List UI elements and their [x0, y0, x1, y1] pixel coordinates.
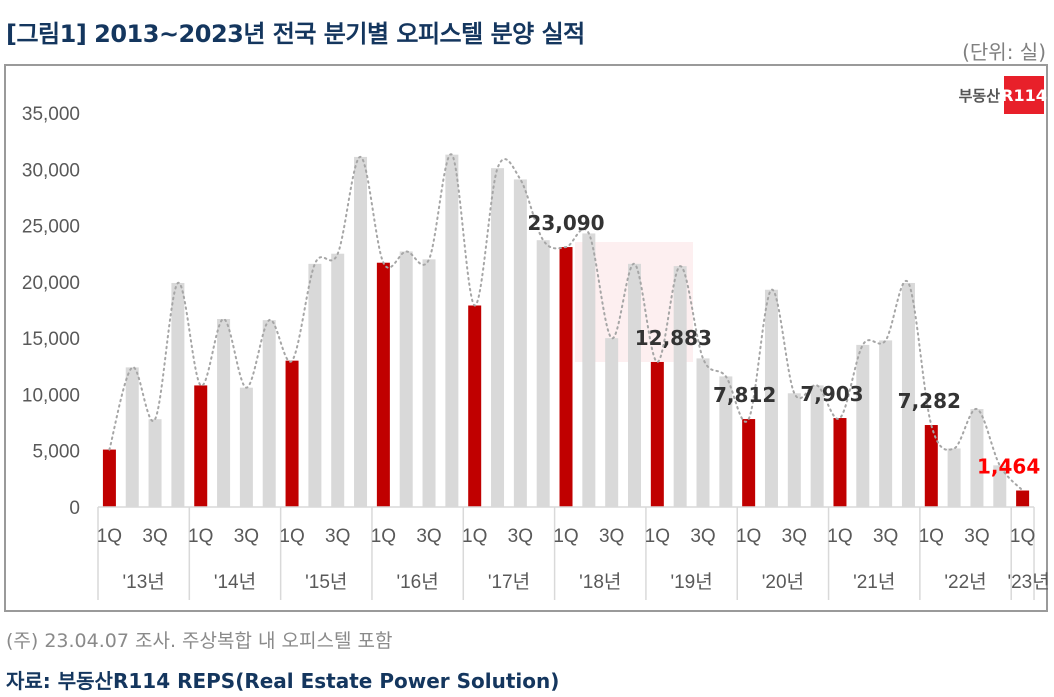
y-tick-label: 25,000	[22, 217, 80, 238]
x-tick-label: 3Q	[416, 526, 441, 547]
bar	[308, 263, 322, 507]
bar	[513, 179, 527, 507]
bar	[947, 448, 961, 507]
x-tick-label: 1Q	[827, 526, 852, 547]
x-tick-label: 3Q	[234, 526, 259, 547]
bar	[719, 376, 733, 507]
chart-title: [그림1] 2013~2023년 전국 분기별 오피스텔 분양 실적	[6, 20, 585, 48]
bar	[125, 367, 139, 507]
data-label: 7,812	[713, 383, 776, 407]
bar	[217, 319, 231, 507]
bar	[901, 282, 915, 507]
y-tick-label: 0	[69, 498, 80, 519]
x-tick-label: 1Q	[97, 526, 122, 547]
x-tick-label: 3Q	[690, 526, 715, 547]
bar	[879, 340, 893, 507]
x-tick-label: 1Q	[188, 526, 213, 547]
bar-1q	[194, 385, 208, 507]
data-label: 7,903	[800, 382, 863, 406]
bar-1q	[102, 449, 116, 507]
bar	[993, 465, 1007, 507]
x-tick-label: 1Q	[736, 526, 761, 547]
y-tick-label: 5,000	[32, 442, 80, 463]
x-tick-label: 1Q	[553, 526, 578, 547]
x-tick-label: 1Q	[371, 526, 396, 547]
bar	[148, 419, 162, 507]
bar-1q	[1016, 490, 1030, 507]
bar	[331, 253, 345, 507]
bar-1q	[742, 419, 756, 507]
x-tick-label: 1Q	[645, 526, 670, 547]
bar	[673, 266, 687, 507]
footnote: (주) 23.04.07 조사. 주상복합 내 오피스텔 포함	[6, 630, 393, 652]
year-label: '19년	[670, 571, 712, 593]
bar	[422, 259, 436, 507]
y-tick-label: 20,000	[22, 273, 80, 294]
source-line: 자료: 부동산R114 REPS(Real Estate Power Solut…	[6, 669, 560, 693]
bar	[628, 263, 642, 507]
year-label: '17년	[488, 571, 530, 593]
bar	[536, 240, 550, 507]
bar	[764, 289, 778, 507]
bar-1q	[650, 361, 664, 507]
bar-1q	[285, 360, 299, 507]
year-label: '22년	[944, 571, 986, 593]
data-label: 7,282	[898, 389, 961, 413]
x-tick-label: 1Q	[279, 526, 304, 547]
bar-1q	[924, 425, 938, 507]
logo-text: 부동산	[958, 86, 1000, 105]
x-tick-label: 3Q	[964, 526, 989, 547]
bar	[605, 338, 619, 507]
logo-box: R114	[1001, 76, 1047, 114]
x-tick-label: 3Q	[142, 526, 167, 547]
chart-frame	[4, 64, 1048, 612]
x-tick-label: 3Q	[782, 526, 807, 547]
year-label: '18년	[579, 571, 621, 593]
x-tick-label: 3Q	[325, 526, 350, 547]
bar	[787, 393, 801, 507]
x-tick-label: 3Q	[873, 526, 898, 547]
trend-line	[108, 153, 1024, 492]
bar-1q	[376, 262, 390, 507]
bar	[856, 344, 870, 507]
bar-1q	[559, 247, 573, 507]
bar-1q	[468, 305, 482, 507]
data-label: 12,883	[635, 326, 712, 350]
bar	[262, 320, 276, 507]
y-tick-label: 30,000	[22, 160, 80, 181]
year-label: '23년	[1007, 571, 1049, 593]
bar	[696, 358, 710, 507]
data-label: 23,090	[527, 211, 604, 235]
y-tick-label: 35,000	[22, 104, 80, 125]
year-label: '15년	[305, 571, 347, 593]
y-tick-label: 10,000	[22, 385, 80, 406]
data-label: 1,464	[977, 455, 1040, 479]
year-label: '14년	[214, 571, 256, 593]
bar	[399, 251, 413, 507]
year-label: '16년	[396, 571, 438, 593]
bar	[445, 154, 459, 507]
bar	[970, 409, 984, 507]
year-label: '21년	[853, 571, 895, 593]
r114-logo: 부동산 R114	[958, 76, 1047, 114]
x-tick-label: 3Q	[508, 526, 533, 547]
bar	[582, 233, 596, 508]
bar-1q	[833, 418, 847, 507]
unit-label: (단위: 실)	[962, 40, 1046, 64]
bar	[171, 282, 185, 507]
x-tick-label: 1Q	[462, 526, 487, 547]
year-label: '13년	[123, 571, 165, 593]
bar	[354, 156, 368, 507]
bar	[810, 385, 824, 507]
y-tick-label: 15,000	[22, 329, 80, 350]
x-tick-label: 3Q	[599, 526, 624, 547]
year-label: '20년	[762, 571, 804, 593]
bar	[239, 387, 253, 507]
x-tick-label: 1Q	[1010, 526, 1035, 547]
x-tick-label: 1Q	[919, 526, 944, 547]
bar	[491, 168, 505, 507]
